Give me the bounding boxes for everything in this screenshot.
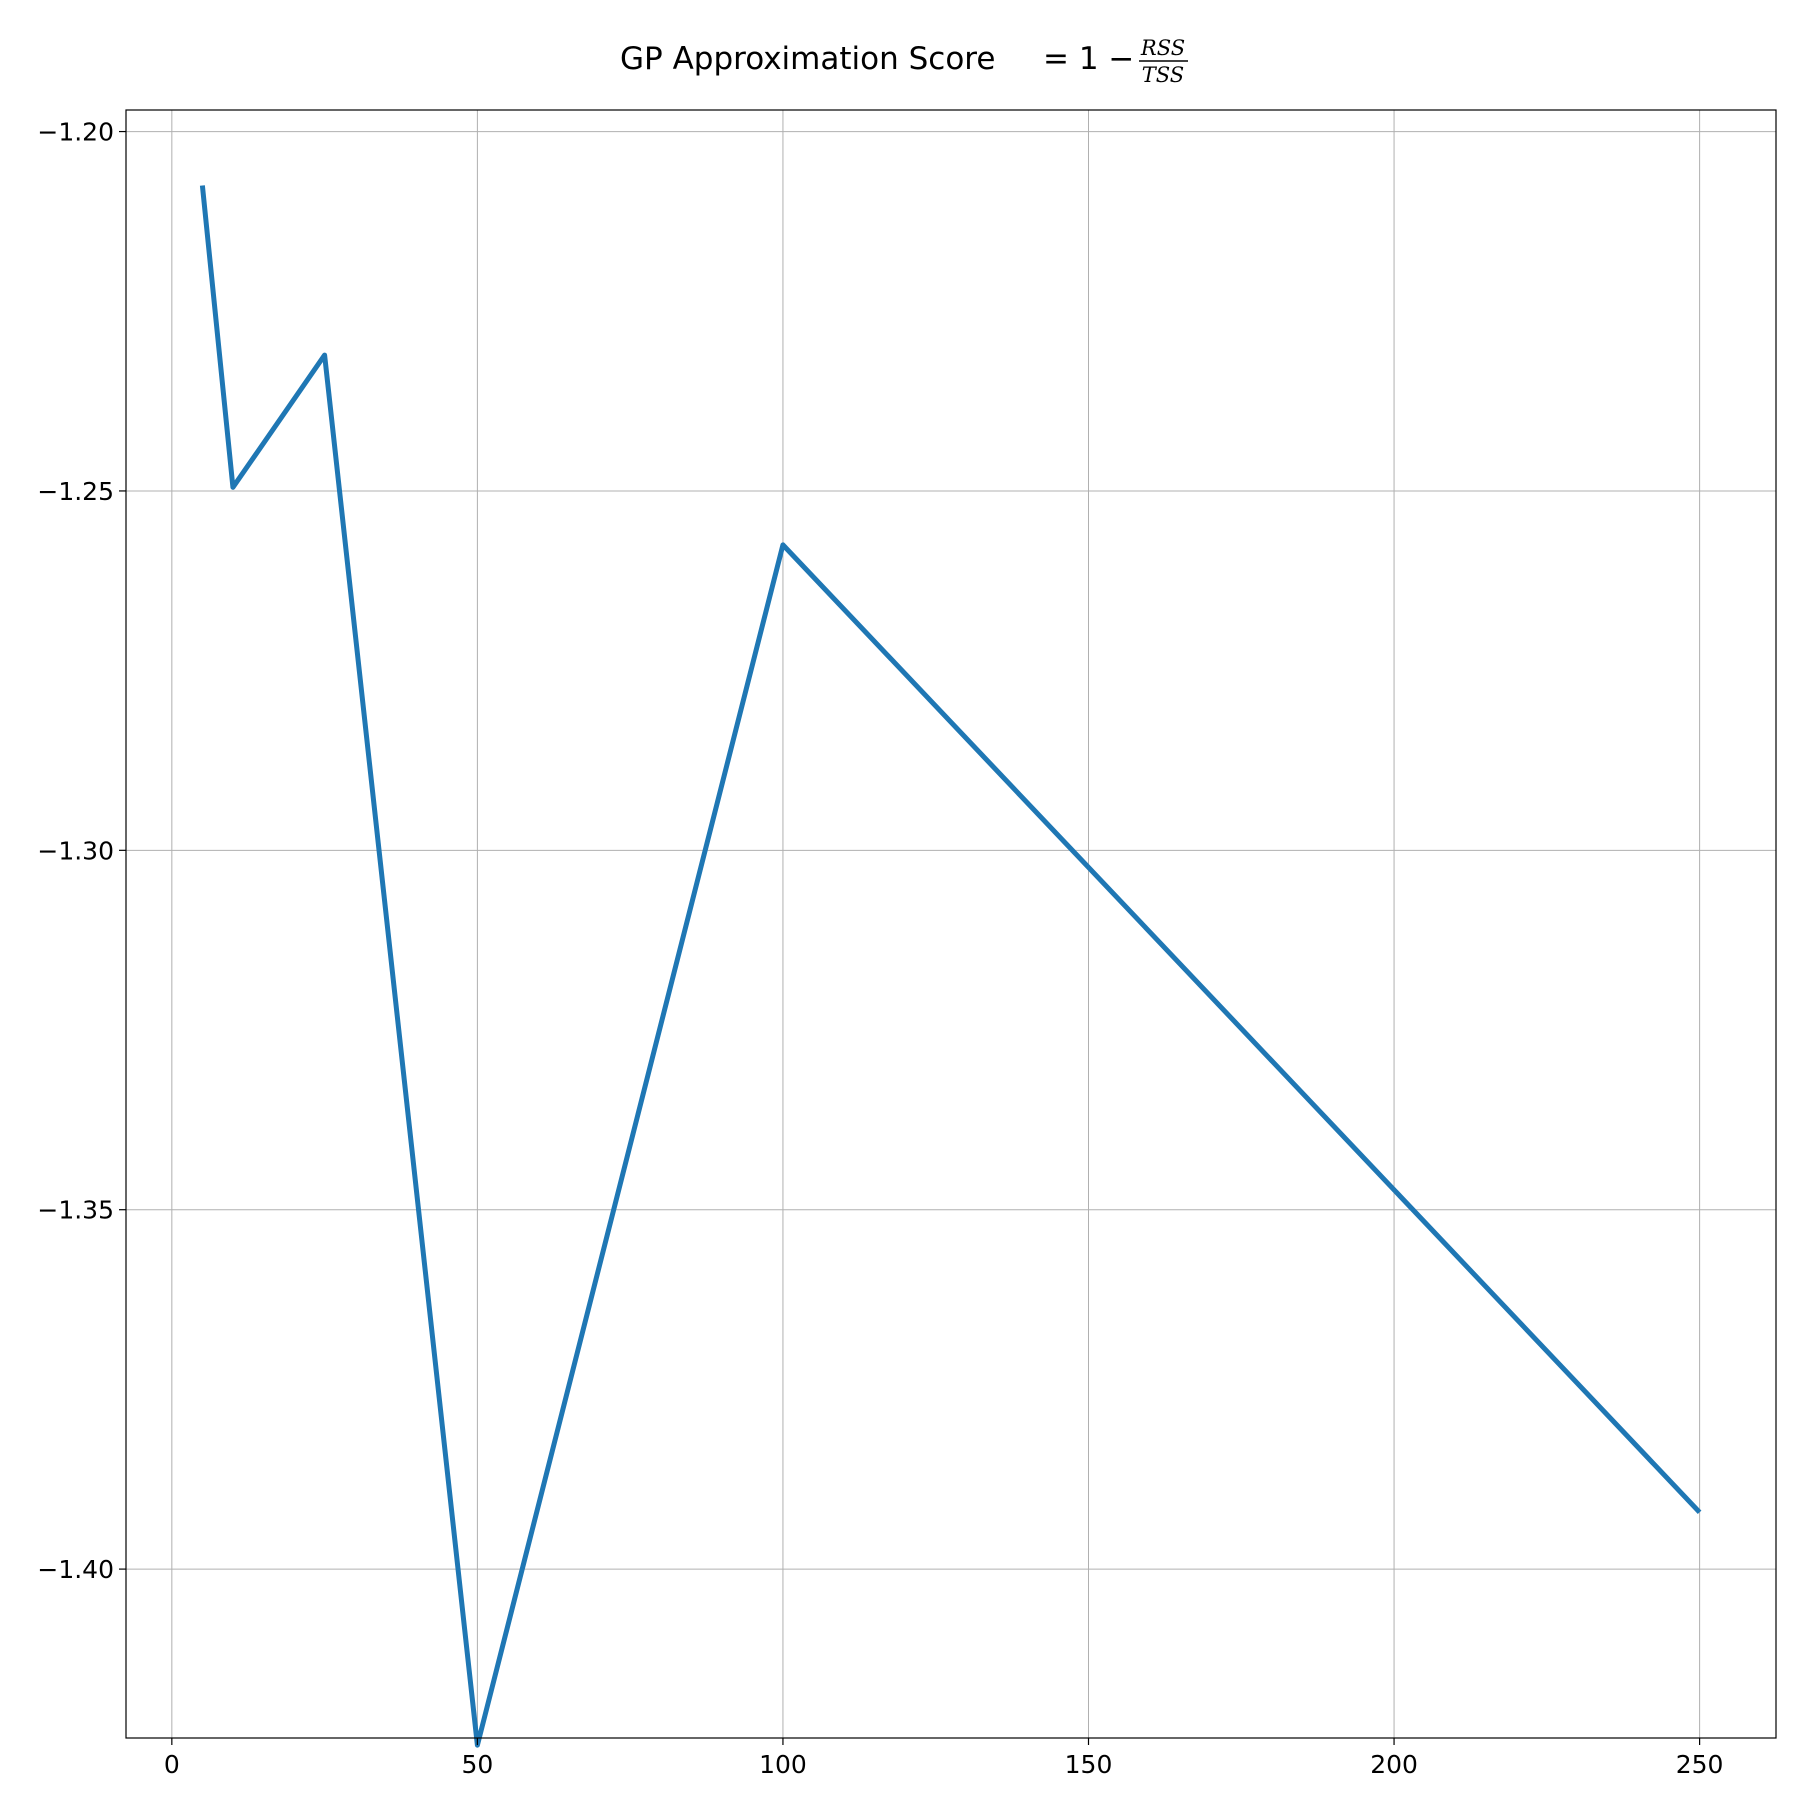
y-tick-label: −1.40	[37, 1555, 114, 1584]
chart-title-prefix: GP Approximation Score	[620, 41, 995, 77]
y-tick-label: −1.25	[37, 477, 114, 506]
chart-title-numerator: RSS	[1140, 36, 1185, 60]
chart-title-denominator: TSS	[1142, 63, 1184, 87]
series-layer	[199, 185, 1702, 1748]
series-line	[199, 185, 1702, 1748]
y-axis: −1.20 −1.25 −1.30 −1.35 −1.40	[37, 118, 126, 1584]
y-tick-label: −1.30	[37, 836, 114, 865]
x-tick-label: 200	[1370, 1750, 1418, 1779]
x-tick-label: 250	[1676, 1750, 1724, 1779]
x-tick-label: 100	[759, 1750, 807, 1779]
y-tick-label: −1.35	[37, 1196, 114, 1225]
x-axis: 0 50 100 150 200 250	[164, 1738, 1724, 1779]
plot-frame	[125, 109, 1777, 1739]
grid	[126, 110, 1776, 1738]
x-tick-label: 0	[164, 1750, 180, 1779]
chart-title-equation: = 1 −	[1043, 41, 1134, 77]
x-tick-label: 50	[461, 1750, 493, 1779]
y-tick-label: −1.20	[37, 118, 114, 147]
chart-title: GP Approximation Score = 1 − RSS TSS	[620, 36, 1188, 87]
x-tick-label: 150	[1065, 1750, 1113, 1779]
